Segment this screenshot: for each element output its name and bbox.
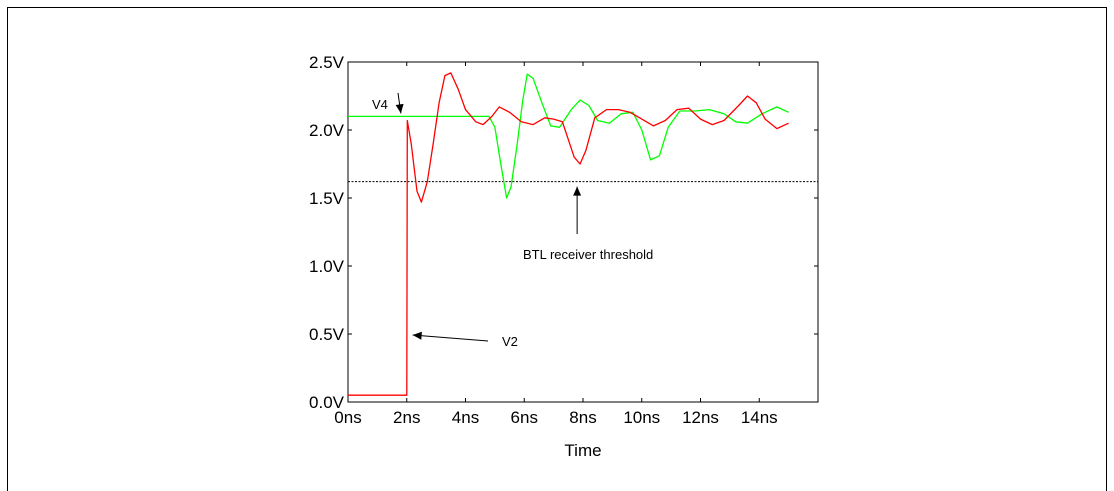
y-tick-label: 0.5V xyxy=(309,325,345,344)
x-tick-label: 10ns xyxy=(623,408,660,427)
axis-tick-labels: 0ns 2ns 4ns 6ns 8ns 10ns 12ns 14ns 0.0V 0.5V 1.0V 1… xyxy=(309,53,778,427)
x-axis-label: Time xyxy=(564,441,601,460)
y-tick-label: 1.0V xyxy=(309,257,345,276)
series-v4-line xyxy=(348,73,789,199)
annotation-v2-label: V2 xyxy=(502,334,518,349)
x-tick-label: 4ns xyxy=(452,408,479,427)
x-tick-label: 14ns xyxy=(741,408,778,427)
x-tick-label: 0ns xyxy=(334,408,361,427)
y-tick-label: 0.0V xyxy=(309,393,345,412)
annotation-threshold-label: BTL receiver threshold xyxy=(523,247,653,262)
y-tick-label: 2.5V xyxy=(309,53,345,72)
annotation-v2-arrow-shaft xyxy=(412,334,489,342)
x-tick-label: 12ns xyxy=(682,408,719,427)
x-tick-label: 6ns xyxy=(511,408,538,427)
y-tick-label: 2.0V xyxy=(309,121,345,140)
annotation-v4-arrow-head xyxy=(395,103,404,114)
series-v2-line xyxy=(348,72,789,396)
annotation-v2-arrow-head xyxy=(412,331,422,340)
plot-border xyxy=(347,61,819,403)
annotation-threshold-arrow-head xyxy=(573,186,582,196)
x-tick-label: 2ns xyxy=(393,408,420,427)
annotations-group: V4 V2 BTL receiver threshold xyxy=(372,92,653,349)
annotation-v4-label: V4 xyxy=(372,97,388,112)
y-tick-label: 1.5V xyxy=(309,189,345,208)
axis-ticks xyxy=(347,61,819,403)
figure-frame xyxy=(7,7,1107,491)
series-group xyxy=(348,72,789,396)
plot-area xyxy=(347,61,819,403)
x-tick-label: 8ns xyxy=(569,408,596,427)
